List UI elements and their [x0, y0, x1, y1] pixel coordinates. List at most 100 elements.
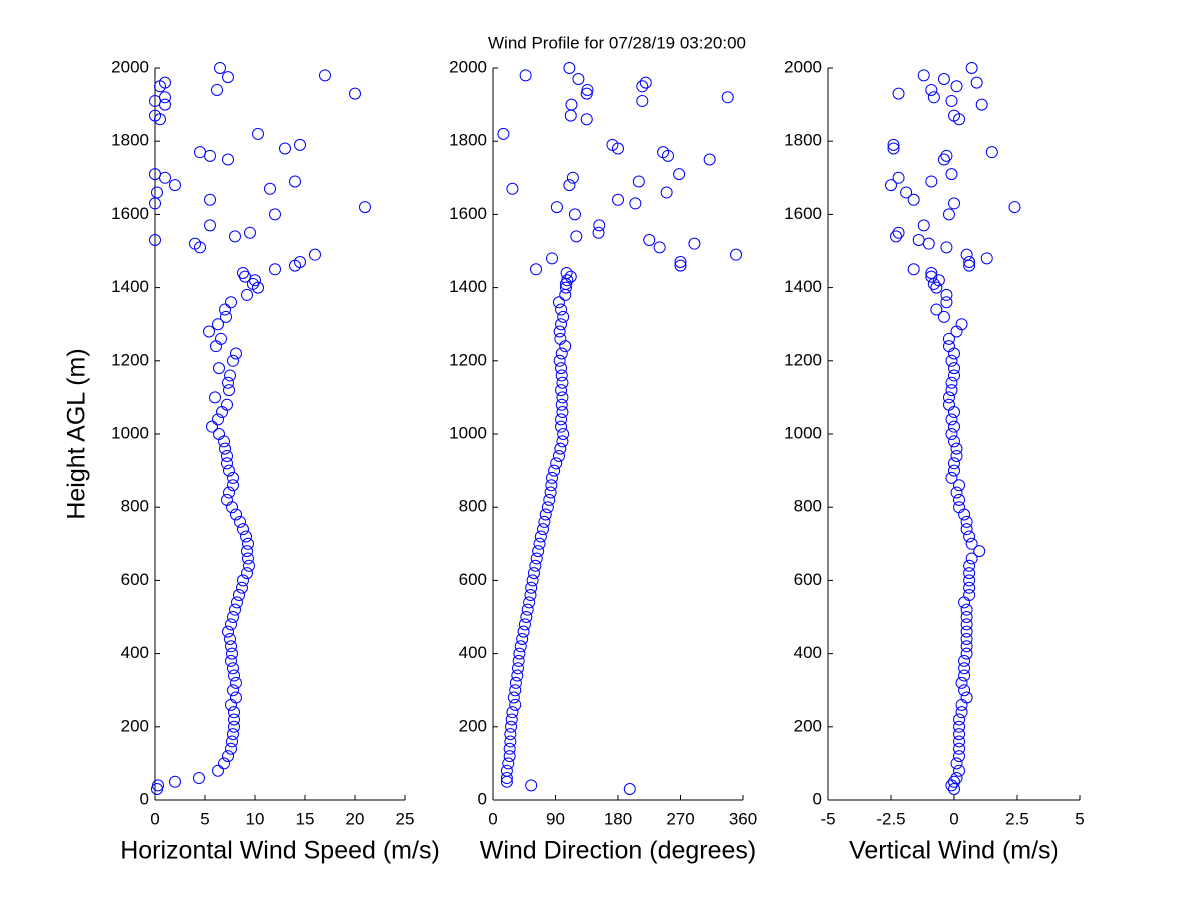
data-point: [506, 182, 519, 195]
data-point: [227, 662, 239, 675]
data-point: [221, 457, 233, 470]
data-point: [236, 581, 248, 594]
data-point: [940, 288, 953, 301]
data-point: [965, 62, 978, 74]
data-point: [507, 691, 520, 704]
data-point: [925, 270, 938, 283]
data-point: [552, 296, 565, 309]
data-point: [228, 706, 240, 719]
data-point: [500, 764, 513, 777]
data-point: [543, 493, 556, 506]
y-tick-label: 800: [121, 497, 149, 516]
data-point: [570, 230, 583, 243]
data-point: [212, 318, 224, 331]
data-point: [555, 420, 568, 433]
data-point: [942, 340, 955, 353]
data-point: [887, 142, 900, 155]
data-point: [228, 669, 240, 682]
data-point: [555, 384, 568, 397]
data-point: [264, 182, 276, 195]
data-point: [885, 179, 897, 192]
data-point: [227, 479, 239, 492]
y-tick-label: 2000: [111, 57, 149, 76]
x-tick-label: 360: [729, 809, 757, 828]
data-point: [223, 464, 235, 477]
data-point: [241, 288, 253, 301]
y-tick-label: 800: [459, 497, 487, 516]
data-point: [963, 559, 976, 572]
data-point: [730, 248, 743, 261]
data-point: [319, 69, 331, 82]
data-point: [225, 640, 237, 653]
data-point: [568, 208, 581, 221]
data-point: [564, 270, 577, 283]
data-point: [643, 234, 656, 247]
data-point: [940, 241, 953, 254]
data-point: [204, 193, 216, 206]
x-tick-label: 180: [604, 809, 632, 828]
data-point: [241, 567, 253, 580]
data-point: [940, 149, 953, 162]
data-point: [965, 552, 978, 565]
data-point: [237, 574, 249, 587]
data-point: [925, 266, 938, 279]
data-point: [230, 508, 242, 521]
data-point: [525, 779, 538, 792]
y-tick-label: 200: [794, 716, 822, 735]
data-point: [159, 91, 171, 104]
data-point: [169, 179, 181, 192]
data-point: [230, 691, 242, 704]
data-point: [225, 742, 237, 755]
data-point: [925, 83, 938, 96]
data-point: [963, 589, 976, 602]
data-point: [553, 354, 566, 367]
data-point: [513, 647, 526, 660]
data-point: [948, 362, 960, 375]
data-point: [211, 83, 223, 96]
y-tick-label: 1600: [784, 204, 822, 223]
data-point: [892, 87, 905, 100]
data-point: [241, 545, 253, 558]
data-point: [892, 226, 905, 239]
data-point: [229, 603, 241, 616]
data-point: [226, 735, 238, 748]
data-point: [963, 567, 976, 580]
y-tick-label: 400: [794, 643, 822, 662]
data-point: [636, 80, 649, 93]
data-point: [572, 72, 585, 85]
data-point: [985, 146, 998, 159]
data-point: [955, 676, 968, 689]
data-point: [555, 362, 568, 375]
y-tick-label: 1200: [449, 350, 487, 369]
y-tick-label: 1800: [784, 131, 822, 150]
data-point: [912, 234, 925, 247]
data-point: [945, 471, 958, 484]
data-point: [965, 537, 978, 550]
data-point: [506, 706, 519, 719]
data-point: [960, 640, 973, 653]
data-point: [907, 193, 920, 206]
y-tick-label: 0: [140, 789, 149, 808]
data-point: [521, 603, 534, 616]
data-point: [917, 69, 930, 82]
data-point: [228, 713, 240, 726]
data-point: [497, 127, 510, 140]
y-tick-label: 800: [794, 497, 822, 516]
data-point: [550, 457, 563, 470]
x-tick-label: 10: [246, 809, 265, 828]
data-point: [530, 552, 543, 565]
data-point: [529, 559, 542, 572]
data-point: [958, 669, 971, 682]
data-point: [963, 530, 976, 543]
data-point: [242, 552, 254, 565]
data-point: [511, 669, 524, 682]
data-point: [532, 545, 545, 558]
data-point: [563, 62, 576, 74]
data-point: [212, 764, 224, 777]
data-point: [948, 109, 960, 122]
y-tick-label: 400: [459, 643, 487, 662]
data-point: [545, 479, 558, 492]
data-point: [223, 486, 235, 499]
data-point: [953, 742, 966, 755]
data-point: [953, 735, 966, 748]
